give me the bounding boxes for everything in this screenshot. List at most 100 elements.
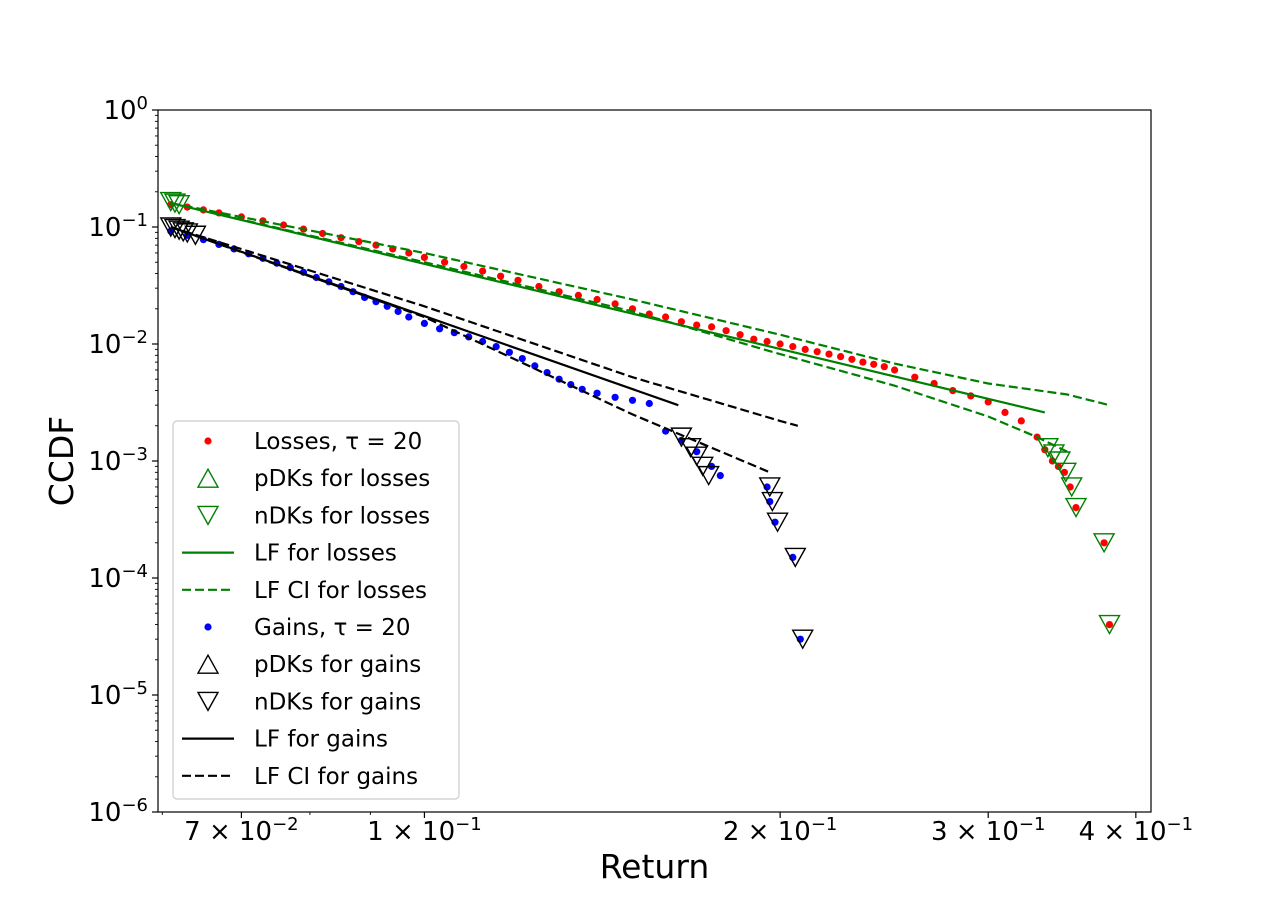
legend-item-ndks-for-losses: nDKs for losses — [196, 503, 430, 529]
losses-20-point — [1072, 504, 1080, 512]
legend-item-ndks-for-gains: nDKs for gains — [196, 689, 421, 715]
losses-20-point — [708, 323, 716, 331]
y-tick-label-part: −5 — [121, 678, 148, 699]
legend-item-pdks-for-losses: pDKs for losses — [196, 466, 430, 492]
x-axis-label: Return — [600, 847, 710, 886]
legend-item-lf-for-gains-label: LF for gains — [254, 727, 388, 753]
losses-20-point — [1017, 417, 1025, 425]
gains-20-point — [420, 319, 428, 327]
losses-20-point — [763, 337, 771, 346]
legend-item-losses-20-label: Losses, τ = 20 — [254, 429, 422, 455]
gains-20-point — [394, 307, 402, 315]
ndks-for-gains-marker — [176, 223, 199, 244]
losses-20-point — [789, 343, 797, 351]
ndks-for-gains-marker — [766, 512, 789, 533]
x-tick-label-part: × 10 — [739, 817, 810, 847]
losses-20-point — [848, 355, 856, 363]
x-tick-label-part: −2 — [272, 814, 299, 835]
losses-20-point — [662, 313, 670, 321]
legend-item-losses-20-swatch — [204, 437, 212, 445]
gains-20-point — [436, 325, 444, 333]
y-tick-label-part: 10 — [103, 96, 136, 126]
legend-item-pdks-for-losses-swatch — [196, 467, 220, 488]
legend-item-ndks-for-gains-swatch — [196, 691, 220, 712]
losses-20-point — [1105, 621, 1114, 629]
losses-20-point — [870, 360, 878, 368]
x-tick-label: 2 × 10−1 — [723, 814, 838, 848]
y-tick-label: 100 — [103, 93, 148, 127]
x-tick-label-part: 3 — [931, 817, 948, 847]
y-tick-label-part: 10 — [88, 447, 121, 477]
gains-20-point — [628, 396, 637, 404]
x-tick-label-part: 1 — [367, 817, 384, 847]
y-tick-label-part: 10 — [88, 213, 121, 243]
gains-20-point — [531, 362, 539, 370]
y-axis-label: CCDF — [42, 416, 81, 506]
y-tick-label: 10−2 — [88, 327, 148, 361]
losses-20-point — [801, 345, 809, 353]
y-tick-label-part: 10 — [88, 681, 121, 711]
y-tick-label: 10−3 — [88, 444, 148, 478]
y-tick-label-part: −3 — [121, 444, 148, 465]
losses-20-point — [750, 335, 758, 343]
gains-20-point — [492, 343, 500, 351]
lf-ci-for-losses-upper-series — [170, 202, 1110, 407]
legend-item-losses-20: Losses, τ = 20 — [204, 429, 422, 455]
x-tick-label: 4 × 10−1 — [1079, 814, 1194, 848]
losses-20-point — [880, 363, 888, 371]
legend-item-lf-ci-for-gains-label: LF CI for gains — [254, 764, 418, 790]
gains-20-point — [505, 348, 513, 356]
x-tick-label: 7 × 10−2 — [184, 814, 299, 848]
x-tick-label-part: 4 — [1079, 817, 1096, 847]
lf-ci-for-gains-upper-line — [170, 225, 799, 427]
x-tick-label-part: −1 — [1019, 814, 1046, 835]
ndks-for-losses-marker — [1098, 614, 1121, 636]
legend: Losses, τ = 20 pDKs for losses nDKs for lo… — [172, 420, 460, 800]
lf-ci-for-losses-upper-line — [170, 202, 1110, 407]
losses-20-point — [593, 295, 601, 304]
losses-20-point — [813, 348, 821, 356]
losses-20-point — [776, 340, 784, 348]
losses-20-point — [441, 258, 449, 266]
x-tick-label-part: 7 — [184, 817, 201, 847]
losses-20-point — [722, 327, 730, 335]
y-tick-label-part: 10 — [88, 798, 121, 828]
legend-item-ndks-for-gains-label: nDKs for gains — [254, 689, 421, 715]
legend-item-lf-ci-for-losses-label: LF CI for losses — [254, 578, 427, 604]
y-tick-label-part: 10 — [88, 564, 121, 594]
ndks-for-gains-marker — [791, 629, 814, 650]
ndks-for-gains-marker — [670, 427, 693, 448]
legend-item-pdks-for-gains-swatch — [196, 653, 220, 674]
ndks-for-losses-marker — [1048, 451, 1072, 472]
y-tick-label-part: −2 — [121, 327, 148, 348]
y-tick-label-part: −1 — [121, 210, 148, 231]
losses-20-point — [420, 253, 428, 261]
losses-20-point — [825, 350, 833, 358]
ndks-for-losses-marker — [1060, 477, 1083, 498]
lf-ci-for-gains-lower-series — [170, 225, 771, 474]
y-tick-label: 10−5 — [88, 678, 148, 712]
legend-item-pdks-for-losses-label: pDKs for losses — [254, 466, 430, 492]
legend-item-pdks-for-gains-label: pDKs for gains — [254, 652, 421, 678]
y-tick-label-part: −6 — [121, 795, 148, 816]
ndks-for-gains-marker — [758, 477, 781, 498]
x-tick-label-part: × 10 — [201, 817, 272, 847]
gains-20-point — [405, 313, 413, 321]
ndks-for-gains-marker — [697, 465, 720, 487]
x-tick-label-part: × 10 — [1095, 817, 1166, 847]
lf-ci-for-gains-upper-series — [170, 225, 799, 427]
legend-item-gains-20-label: Gains, τ = 20 — [254, 615, 411, 641]
x-tick-label: 3 × 10−1 — [931, 814, 1046, 848]
legend-item-pdks-for-gains: pDKs for gains — [196, 652, 421, 678]
lf-ci-for-gains-lower-line — [170, 225, 771, 474]
plot-area — [159, 191, 1121, 650]
ndks-for-losses-marker — [163, 193, 187, 214]
y-tick-label: 10−1 — [88, 210, 148, 244]
gains-20-point — [593, 389, 601, 397]
lf-ci-for-losses-lower-line — [170, 202, 1068, 453]
losses-20-point — [837, 353, 845, 361]
ndks-for-losses-marker — [159, 191, 182, 212]
losses-20-point — [460, 262, 468, 271]
losses-20-point — [736, 331, 744, 339]
